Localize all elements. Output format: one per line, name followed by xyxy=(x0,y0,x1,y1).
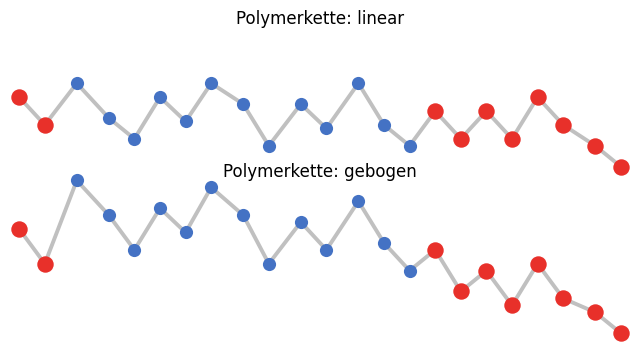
Text: Polymerkette: linear: Polymerkette: linear xyxy=(236,10,404,28)
Point xyxy=(616,164,626,169)
Point xyxy=(155,205,165,211)
Point xyxy=(264,261,274,266)
Text: Polymerkette: gebogen: Polymerkette: gebogen xyxy=(223,163,417,181)
Point xyxy=(155,94,165,100)
Point xyxy=(129,247,140,253)
Point xyxy=(404,143,415,149)
Point xyxy=(590,310,600,315)
Point xyxy=(590,143,600,149)
Point xyxy=(430,108,440,114)
Point xyxy=(14,94,24,100)
Point xyxy=(379,122,389,128)
Point xyxy=(72,81,82,86)
Point xyxy=(353,198,364,204)
Point xyxy=(379,240,389,246)
Point xyxy=(238,212,248,218)
Point xyxy=(430,247,440,253)
Point xyxy=(321,247,332,253)
Point xyxy=(104,212,114,218)
Point xyxy=(404,268,415,273)
Point xyxy=(72,178,82,183)
Point xyxy=(558,122,568,128)
Point xyxy=(507,303,517,308)
Point xyxy=(532,94,543,100)
Point xyxy=(104,115,114,121)
Point xyxy=(296,219,306,225)
Point xyxy=(353,81,364,86)
Point xyxy=(456,289,466,294)
Point xyxy=(129,136,140,142)
Point xyxy=(264,143,274,149)
Point xyxy=(321,126,332,131)
Point xyxy=(532,261,543,266)
Point xyxy=(40,261,50,266)
Point xyxy=(558,296,568,301)
Point xyxy=(14,226,24,232)
Point xyxy=(507,136,517,142)
Point xyxy=(180,119,191,124)
Point xyxy=(481,108,492,114)
Point xyxy=(206,185,216,190)
Point xyxy=(296,101,306,107)
Point xyxy=(456,136,466,142)
Point xyxy=(180,230,191,235)
Point xyxy=(206,81,216,86)
Point xyxy=(40,122,50,128)
Point xyxy=(238,101,248,107)
Point xyxy=(616,330,626,336)
Point xyxy=(481,268,492,273)
